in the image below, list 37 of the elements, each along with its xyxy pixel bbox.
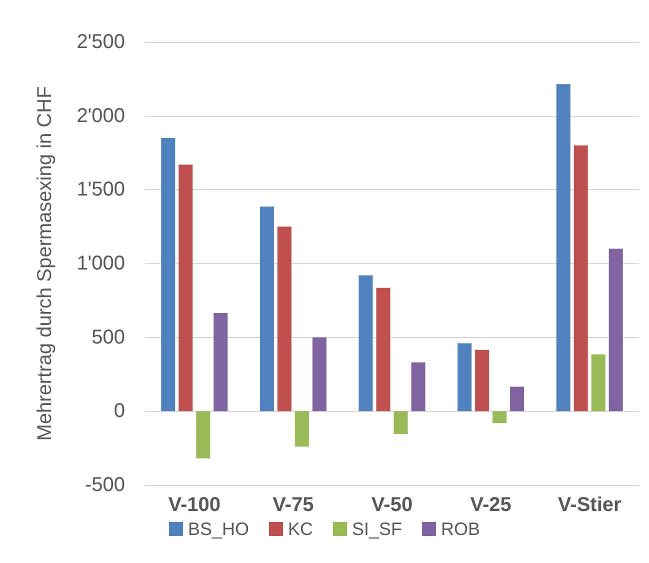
y-tick-label: -500 [84,474,125,496]
bar [260,206,274,412]
bar [376,288,390,412]
legend-label: KC [288,519,314,539]
bar [394,411,408,434]
bar [475,350,490,412]
y-tick-label: 0 [114,400,125,422]
y-tick-label: 1'500 [76,178,125,201]
y-tick-label: 2'500 [76,31,125,53]
y-axis-title: Mehrertrag durch Spermasexing in CHF [34,86,56,441]
bar [510,386,524,412]
bar [492,411,507,423]
x-tick-label: V-100 [168,494,221,516]
x-tick-label: V-75 [272,494,314,516]
x-tick-label: V-25 [470,494,512,516]
bar [411,362,426,412]
bar [161,138,176,412]
bar [277,226,292,412]
bar [312,337,326,412]
bar [458,343,472,412]
y-tick-label: 500 [92,326,125,348]
x-tick-label: V-50 [371,494,413,516]
y-tick-label: 1'000 [76,252,125,274]
y-tick-label: 2'000 [76,104,125,127]
bar [591,354,606,412]
legend-label: SI_SF [352,519,402,539]
bar [178,164,193,412]
bar [556,84,570,412]
bar [196,411,210,458]
legend-label: BS_HO [188,519,250,539]
bar [294,411,309,447]
bar [574,145,588,412]
legend-label: ROB [441,519,480,539]
bar [214,312,228,412]
bar [608,248,623,412]
x-tick-label: V-Stier [558,494,622,516]
bar [358,275,373,412]
